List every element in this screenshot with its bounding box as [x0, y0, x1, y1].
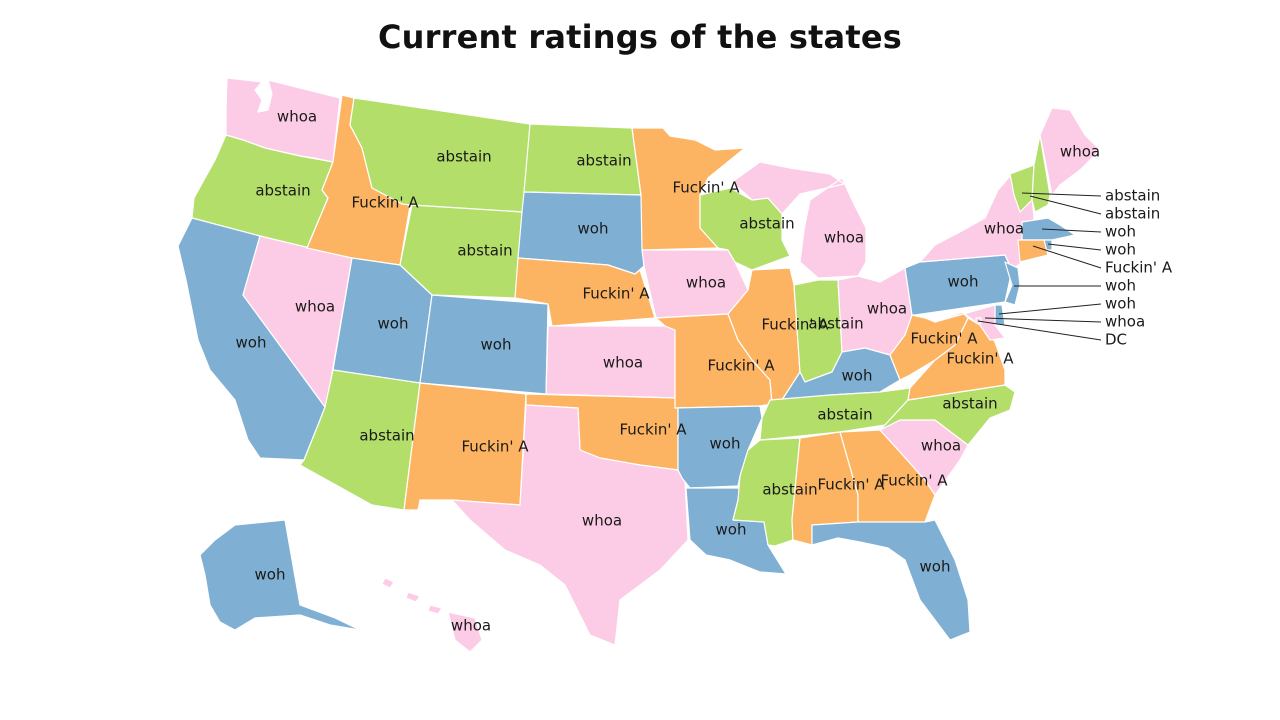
- label-NM: Fuckin' A: [461, 438, 529, 456]
- label-IL: Fuckin' A: [761, 316, 829, 334]
- state-NC: [879, 384, 1016, 446]
- label-OR: abstain: [255, 182, 310, 200]
- callout-line-MA: [1041, 228, 1102, 233]
- map-title: Current ratings of the states: [377, 18, 903, 56]
- state-WV: [889, 311, 969, 381]
- label-AR: woh: [710, 435, 741, 453]
- label-CA: woh: [236, 334, 267, 352]
- label-SD: woh: [578, 220, 609, 238]
- label-AL: Fuckin' A: [817, 476, 885, 494]
- label-MI: whoa: [824, 229, 864, 247]
- label-AZ: abstain: [359, 427, 414, 445]
- state-HI: [381, 577, 483, 653]
- callout-line-DE: [998, 303, 1102, 315]
- callout-label-CT: Fuckin' A: [1105, 259, 1173, 277]
- label-HI: whoa: [451, 617, 491, 635]
- state-CT: [1017, 239, 1049, 263]
- states-layer: [177, 77, 1101, 653]
- state-MD: [934, 304, 1006, 341]
- callout-line-DC: [977, 320, 1102, 341]
- callout-label-RI: woh: [1105, 241, 1136, 259]
- callout-line-NH: [1029, 195, 1102, 215]
- state-TX: [451, 404, 689, 646]
- state-DE: [994, 304, 1006, 326]
- label-SC: whoa: [921, 437, 961, 455]
- label-FL: woh: [920, 558, 951, 576]
- label-TN: abstain: [817, 406, 872, 424]
- state-NJ: [1004, 261, 1021, 306]
- label-OK: Fuckin' A: [619, 421, 687, 439]
- label-TX: whoa: [582, 512, 622, 530]
- callout-label-NJ: woh: [1105, 277, 1136, 295]
- label-GA: Fuckin' A: [880, 472, 948, 490]
- state-FL: [811, 519, 971, 641]
- label-VA: Fuckin' A: [946, 350, 1014, 368]
- state-VT: [1009, 164, 1035, 213]
- label-WV: Fuckin' A: [910, 330, 978, 348]
- label-MT: abstain: [436, 148, 491, 166]
- callout-label-NH: abstain: [1105, 205, 1160, 223]
- label-IA: whoa: [686, 274, 726, 292]
- callout-line-VT: [1021, 192, 1102, 197]
- label-ME: whoa: [1060, 143, 1100, 161]
- state-AK: [199, 519, 361, 631]
- label-OH: whoa: [867, 300, 907, 318]
- state-DC: [975, 317, 982, 324]
- label-WY: abstain: [457, 242, 512, 260]
- label-AK: woh: [255, 566, 286, 584]
- callout-label-DE: woh: [1105, 295, 1136, 313]
- label-IN: abstain: [808, 315, 863, 333]
- label-WA: whoa: [277, 108, 317, 126]
- label-PA: woh: [948, 273, 979, 291]
- label-NC: abstain: [942, 395, 997, 413]
- label-LA: woh: [716, 521, 747, 539]
- callout-line-RI: [1047, 243, 1102, 251]
- label-MN: Fuckin' A: [672, 179, 740, 197]
- callout-line-CT: [1032, 245, 1102, 269]
- callout-label-MA: woh: [1105, 223, 1136, 241]
- label-NE: Fuckin' A: [582, 285, 650, 303]
- label-ND: abstain: [576, 152, 631, 170]
- label-MS: abstain: [762, 481, 817, 499]
- label-CO: woh: [481, 336, 512, 354]
- state-NE: [514, 257, 656, 327]
- label-ID: Fuckin' A: [351, 194, 419, 212]
- label-KS: whoa: [603, 354, 643, 372]
- callout-label-DC: DC: [1105, 331, 1127, 349]
- callout-label-VT: abstain: [1105, 187, 1160, 205]
- label-UT: woh: [378, 315, 409, 333]
- label-WI: abstain: [739, 215, 794, 233]
- label-MO: Fuckin' A: [707, 357, 775, 375]
- state-ME: [1039, 107, 1101, 196]
- callout-label-MD: whoa: [1105, 313, 1145, 331]
- state-AR: [674, 405, 763, 489]
- label-NY: whoa: [984, 220, 1024, 238]
- state-IL: [727, 267, 801, 405]
- labels-layer: whoa abstain woh whoa Fuckin' A abstain …: [236, 108, 1101, 635]
- label-KY: woh: [842, 367, 873, 385]
- state-MI: [731, 161, 867, 279]
- callout-line-MD: [984, 317, 1102, 323]
- label-NV: whoa: [295, 298, 335, 316]
